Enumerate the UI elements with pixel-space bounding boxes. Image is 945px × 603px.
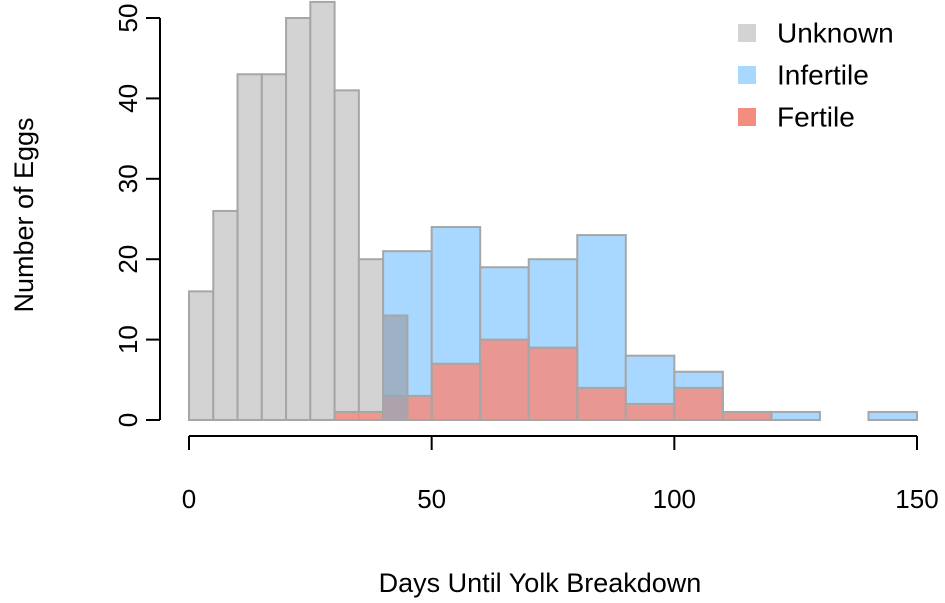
- bar-unknown-15-20: [260, 73, 288, 421]
- legend-item-fertile: Fertile: [738, 102, 855, 133]
- legend-swatch-fertile: [738, 108, 756, 126]
- bar-infertile-120-130: [770, 410, 821, 421]
- x-tick-label-100: 100: [653, 484, 696, 514]
- legend-label-unknown: Unknown: [777, 18, 894, 49]
- bar-unknown-30-35: [333, 89, 360, 422]
- bar-fertile-110-120: [721, 410, 773, 421]
- y-tick-label-50: 50: [113, 4, 143, 33]
- y-tick-label-0: 0: [113, 413, 143, 427]
- x-axis: 0 50 100 150: [182, 435, 939, 514]
- legend-label-infertile: Infertile: [777, 60, 869, 91]
- y-axis: 0 10 20 30 40 50: [113, 4, 161, 427]
- y-tick-label-30: 30: [113, 164, 143, 193]
- bar-fertile-30-40: [333, 410, 385, 421]
- bar-fertile-100-110: [673, 386, 724, 421]
- bar-infertile-140-150: [867, 410, 919, 421]
- series-unknown: [188, 0, 409, 422]
- y-tick-label-10: 10: [113, 325, 143, 354]
- bar-fertile-80-90: [576, 386, 627, 421]
- y-axis-label: Number of Eggs: [9, 117, 39, 312]
- x-tick-label-50: 50: [417, 484, 446, 514]
- bar-unknown-5-10: [212, 209, 239, 421]
- y-tick-label-20: 20: [113, 245, 143, 274]
- bar-fertile-60-70: [479, 338, 530, 422]
- bar-unknown-0-5: [188, 290, 215, 421]
- x-tick-label-0: 0: [182, 484, 196, 514]
- bar-fertile-50-60: [430, 362, 482, 421]
- legend-swatch-unknown: [738, 24, 756, 42]
- legend: Unknown Infertile Fertile: [738, 18, 894, 133]
- legend-swatch-infertile: [738, 66, 756, 84]
- bar-unknown-overlap-40-45: [382, 314, 409, 422]
- legend-label-fertile: Fertile: [777, 102, 855, 133]
- bar-unknown-10-15: [236, 73, 263, 421]
- bar-unknown-25-30: [309, 0, 336, 421]
- bar-unknown-35-40: [357, 258, 385, 422]
- legend-item-infertile: Infertile: [738, 60, 869, 91]
- x-axis-label: Days Until Yolk Breakdown: [379, 568, 702, 598]
- bar-fertile-70-80: [527, 346, 579, 422]
- y-tick-label-40: 40: [113, 84, 143, 113]
- bars-layer: [188, 0, 919, 422]
- bar-fertile-90-100: [624, 402, 676, 422]
- legend-item-unknown: Unknown: [738, 18, 894, 49]
- bar-unknown-20-25: [285, 17, 312, 421]
- x-tick-label-150: 150: [895, 484, 938, 514]
